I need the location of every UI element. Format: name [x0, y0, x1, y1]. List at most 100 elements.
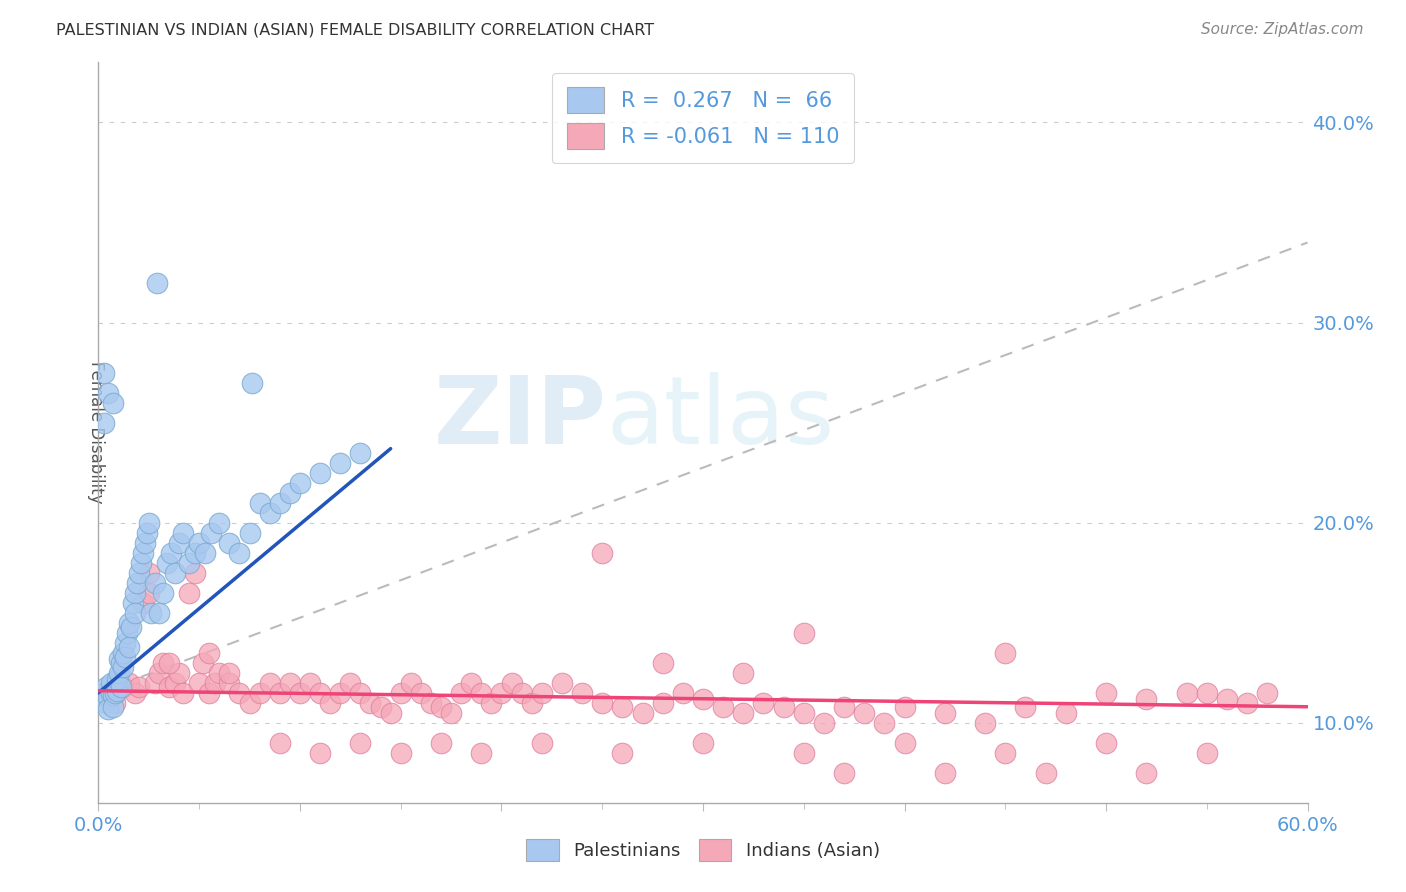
Point	[97, 385, 120, 400]
Point	[1236, 696, 1258, 710]
Point	[143, 575, 166, 590]
Point	[249, 686, 271, 700]
Point	[1195, 746, 1218, 760]
Point	[172, 686, 194, 700]
Point	[240, 376, 263, 390]
Point	[440, 706, 463, 720]
Point	[163, 566, 186, 580]
Point	[132, 596, 155, 610]
Point	[631, 706, 654, 720]
Point	[121, 596, 143, 610]
Point	[111, 659, 134, 673]
Point	[520, 696, 543, 710]
Point	[551, 675, 574, 690]
Point	[172, 525, 194, 540]
Point	[460, 675, 482, 690]
Point	[288, 686, 311, 700]
Point	[179, 556, 201, 570]
Point	[934, 706, 956, 720]
Point	[399, 675, 422, 690]
Point	[138, 516, 160, 530]
Point	[360, 696, 382, 710]
Point	[134, 535, 156, 549]
Point	[752, 696, 775, 710]
Point	[793, 625, 815, 640]
Point	[389, 686, 412, 700]
Point	[1195, 686, 1218, 700]
Point	[409, 686, 432, 700]
Point	[198, 686, 221, 700]
Point	[105, 683, 128, 698]
Point	[218, 675, 240, 690]
Point	[591, 546, 613, 560]
Point	[772, 699, 794, 714]
Point	[208, 665, 231, 680]
Point	[188, 675, 211, 690]
Point	[97, 690, 120, 704]
Point	[200, 525, 222, 540]
Point	[481, 696, 503, 710]
Point	[470, 686, 492, 700]
Point	[269, 686, 291, 700]
Point	[218, 665, 240, 680]
Point	[114, 636, 136, 650]
Point	[612, 746, 634, 760]
Point	[103, 696, 125, 710]
Point	[329, 686, 352, 700]
Point	[179, 585, 201, 599]
Point	[1216, 691, 1239, 706]
Point	[430, 699, 453, 714]
Point	[101, 688, 124, 702]
Point	[128, 566, 150, 580]
Point	[309, 746, 332, 760]
Point	[118, 675, 141, 690]
Point	[118, 640, 141, 654]
Point	[111, 680, 134, 694]
Point	[97, 702, 120, 716]
Point	[125, 575, 148, 590]
Point	[501, 675, 523, 690]
Point	[591, 696, 613, 710]
Point	[129, 556, 152, 570]
Point	[370, 699, 392, 714]
Point	[184, 566, 207, 580]
Point	[349, 445, 371, 459]
Point	[813, 715, 835, 730]
Point	[152, 656, 174, 670]
Point	[733, 706, 755, 720]
Point	[319, 696, 342, 710]
Point	[163, 675, 186, 690]
Point	[1095, 736, 1118, 750]
Point	[193, 656, 215, 670]
Point	[152, 585, 174, 599]
Point	[1175, 686, 1198, 700]
Point	[97, 686, 120, 700]
Point	[339, 675, 361, 690]
Point	[994, 646, 1017, 660]
Point	[299, 675, 322, 690]
Point	[204, 675, 226, 690]
Point	[651, 656, 673, 670]
Point	[1135, 691, 1157, 706]
Point	[114, 649, 136, 664]
Point	[120, 620, 142, 634]
Point	[148, 665, 170, 680]
Point	[571, 686, 593, 700]
Point	[530, 736, 553, 750]
Point	[1256, 686, 1278, 700]
Point	[491, 686, 513, 700]
Point	[269, 736, 291, 750]
Point	[156, 556, 179, 570]
Point	[115, 625, 138, 640]
Point	[470, 746, 492, 760]
Point	[510, 686, 533, 700]
Point	[111, 646, 134, 660]
Point	[1014, 699, 1036, 714]
Point	[269, 496, 291, 510]
Point	[420, 696, 443, 710]
Y-axis label: Female Disability: Female Disability	[87, 361, 105, 504]
Point	[832, 765, 855, 780]
Point	[380, 706, 402, 720]
Point	[309, 466, 332, 480]
Point	[110, 680, 132, 694]
